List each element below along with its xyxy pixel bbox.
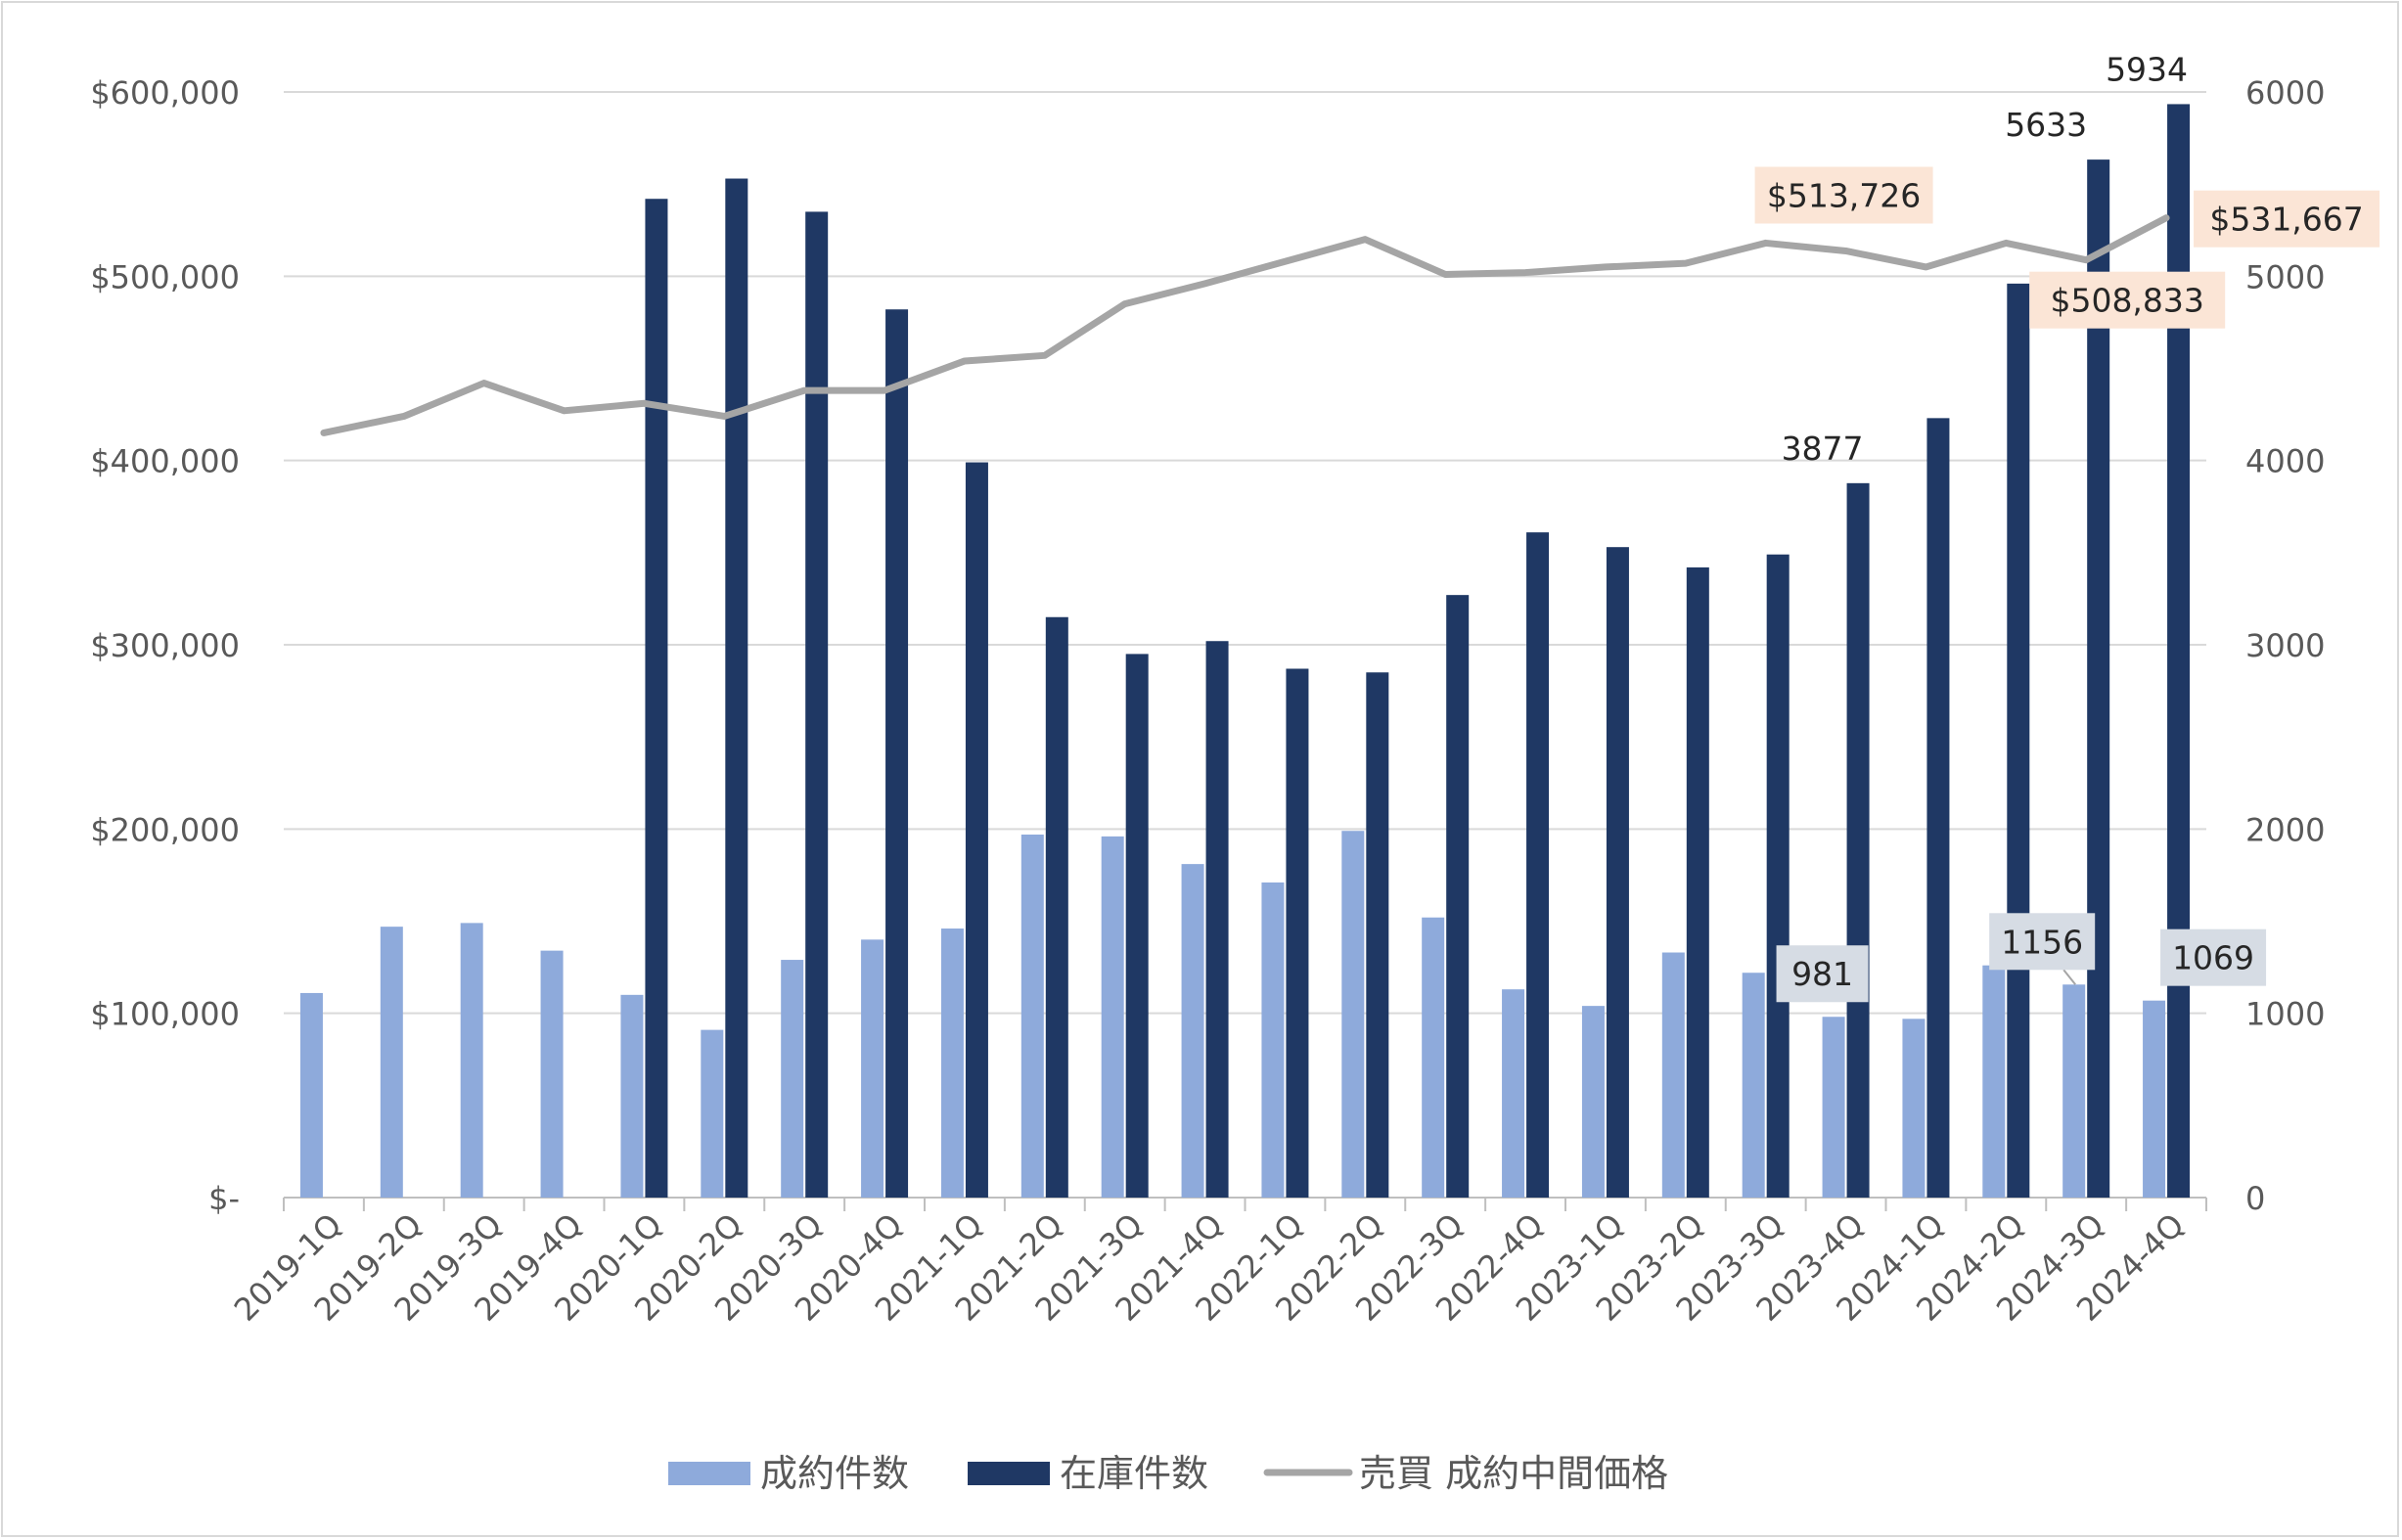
data-label-box xyxy=(1776,945,1869,1003)
data-label-box xyxy=(2160,929,2267,986)
y-left-tick-label: $600,000 xyxy=(90,74,240,112)
bar-inventory xyxy=(885,309,909,1198)
bar-inventory xyxy=(965,462,988,1198)
data-label: 5633 xyxy=(2005,106,2087,144)
bar-inventory xyxy=(1526,532,1550,1198)
data-label: 3877 xyxy=(1782,430,1864,468)
bar-contracts xyxy=(1261,882,1285,1198)
bar-contracts xyxy=(1902,1019,1926,1198)
bar-contracts xyxy=(1502,989,1525,1198)
bar-inventory xyxy=(1606,547,1629,1198)
bar-contracts xyxy=(2062,984,2086,1198)
bar-contracts xyxy=(1742,973,1765,1198)
data-label: 5934 xyxy=(2106,50,2188,88)
legend-swatch xyxy=(968,1462,1051,1485)
data-label-leader xyxy=(2062,969,2076,985)
bar-contracts xyxy=(861,939,884,1198)
bar-contracts xyxy=(380,927,403,1198)
bar-inventory xyxy=(2007,283,2030,1198)
data-label-box xyxy=(2029,271,2226,329)
data-label: 981 xyxy=(1791,955,1853,993)
bar-inventory xyxy=(1926,418,1950,1199)
bar-inventory xyxy=(1766,554,1790,1198)
legend-label: 成約件数 xyxy=(760,1452,909,1495)
data-label: 1069 xyxy=(2172,939,2254,977)
bar-contracts xyxy=(299,992,323,1198)
bar-contracts xyxy=(460,923,483,1198)
y-right-tick-label: 2000 xyxy=(2245,811,2325,848)
y-left-tick-label: $500,000 xyxy=(90,258,240,295)
y-left-tick-label: $- xyxy=(208,1180,240,1217)
bar-inventory xyxy=(1205,641,1229,1198)
bar-inventory xyxy=(1045,616,1068,1198)
y-left-tick-label: $200,000 xyxy=(90,811,240,848)
data-label: $513,726 xyxy=(1767,176,1921,214)
data-label: 1156 xyxy=(2001,923,2083,961)
bar-contracts xyxy=(1822,1017,1845,1198)
data-label-box xyxy=(1989,913,2096,971)
legend-swatch xyxy=(668,1462,750,1485)
bar-inventory xyxy=(1686,566,1709,1198)
data-label-box xyxy=(2194,190,2380,248)
y-right-tick-label: 0 xyxy=(2245,1180,2265,1217)
bar-contracts xyxy=(1101,836,1124,1198)
bar-contracts xyxy=(1581,1006,1605,1198)
bar-contracts xyxy=(1341,831,1365,1198)
bar-contracts xyxy=(2143,1000,2166,1198)
bar-contracts xyxy=(781,960,804,1198)
bar-inventory xyxy=(1125,654,1149,1198)
bar-inventory xyxy=(645,199,668,1198)
data-label: $508,833 xyxy=(2050,282,2203,320)
bar-inventory xyxy=(2167,104,2191,1198)
bar-contracts xyxy=(1422,917,1445,1198)
bar-inventory xyxy=(1846,482,1870,1198)
bar-contracts xyxy=(620,994,644,1198)
y-left-tick-label: $300,000 xyxy=(90,627,240,664)
y-right-tick-label: 4000 xyxy=(2245,443,2325,480)
y-right-tick-label: 3000 xyxy=(2245,627,2325,664)
y-right-tick-label: 5000 xyxy=(2245,258,2325,295)
price-line xyxy=(320,214,2170,436)
bar-inventory xyxy=(725,178,748,1199)
bar-inventory xyxy=(1366,672,1389,1198)
bar-inventory xyxy=(1286,668,1309,1198)
bar-contracts xyxy=(1020,834,1044,1198)
bar-contracts xyxy=(1982,965,2006,1198)
bar-contracts xyxy=(701,1029,724,1198)
data-label: $531,667 xyxy=(2209,201,2363,239)
y-right-tick-label: 1000 xyxy=(2245,996,2325,1033)
bar-contracts xyxy=(540,950,564,1198)
bar-contracts xyxy=(1181,864,1204,1198)
y-right-tick-label: 6000 xyxy=(2245,74,2325,112)
data-label-box xyxy=(1754,166,1933,224)
bar-inventory xyxy=(805,211,829,1198)
bar-contracts xyxy=(940,929,964,1198)
y-left-tick-label: $400,000 xyxy=(90,443,240,480)
bar-contracts xyxy=(1661,952,1685,1198)
bar-inventory xyxy=(1446,595,1470,1198)
legend-label: 在庫件数 xyxy=(1060,1452,1208,1495)
legend-label: 売買 成約中間価格 xyxy=(1359,1452,1668,1495)
y-left-tick-label: $100,000 xyxy=(90,996,240,1033)
